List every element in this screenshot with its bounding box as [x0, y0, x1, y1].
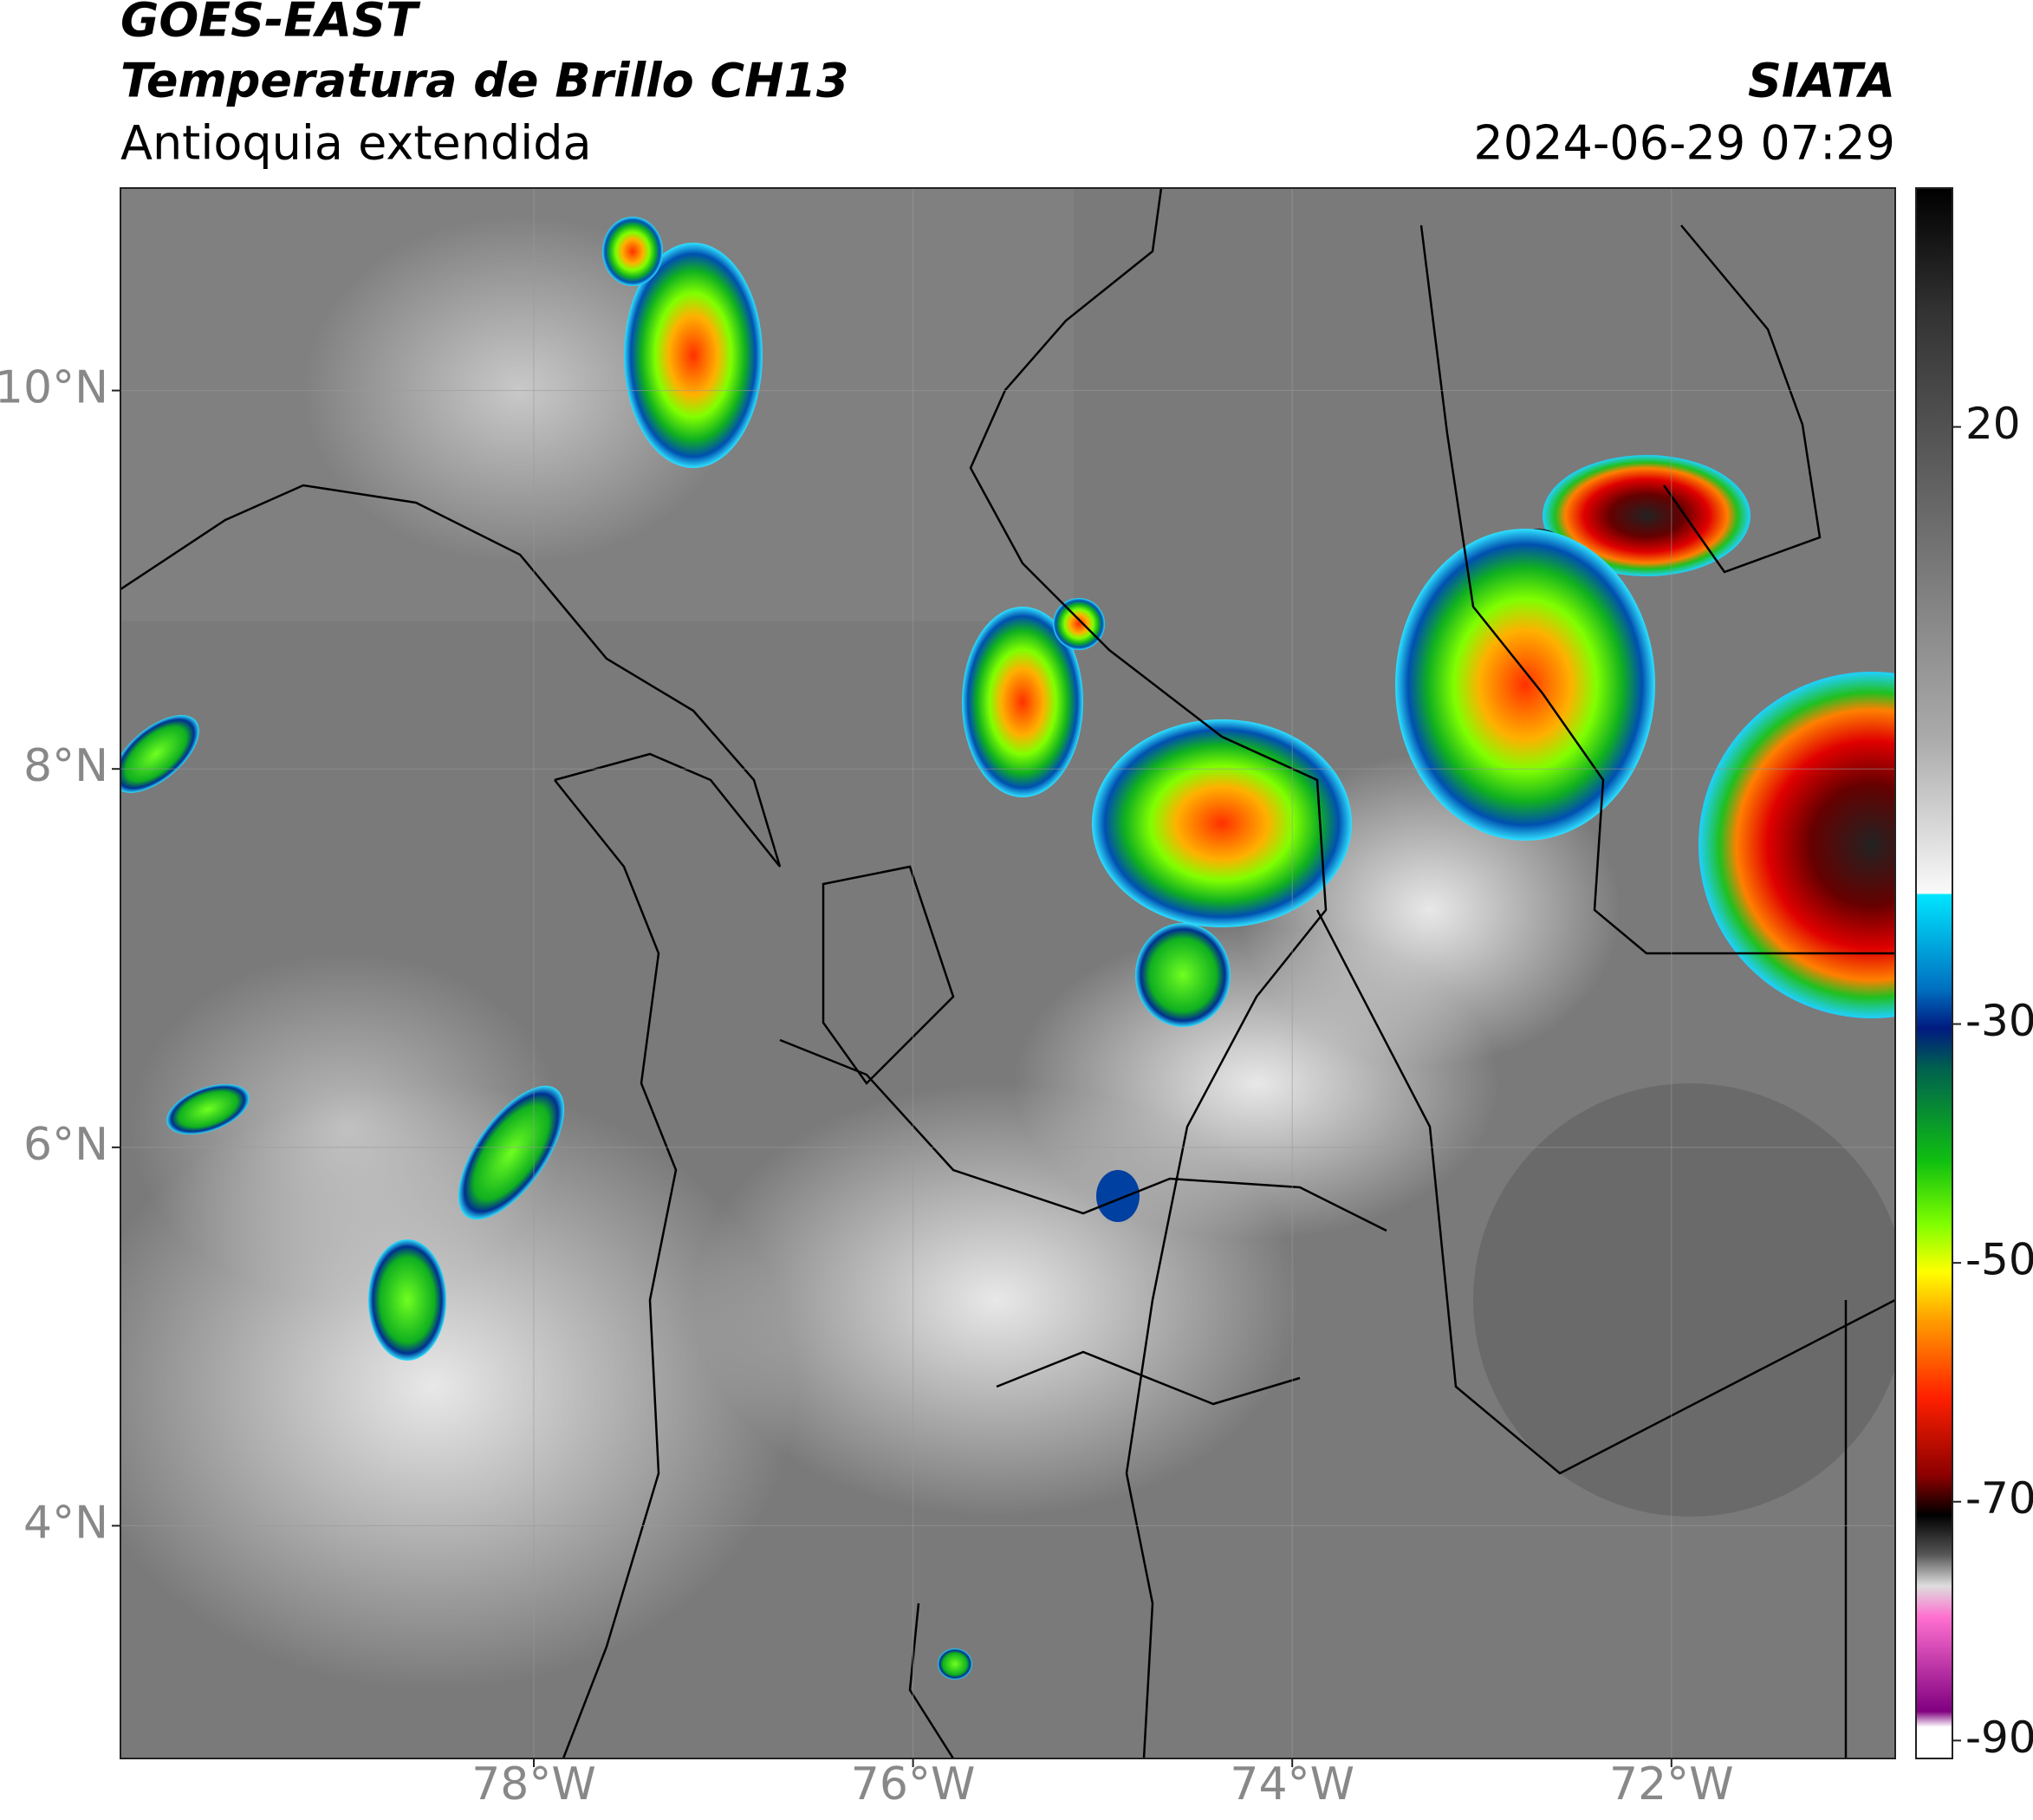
x-tick-label: 72°W — [1609, 1758, 1734, 1810]
map-frame — [120, 187, 1896, 1759]
subtitle: Temperatura de Brillo CH13 — [120, 54, 849, 108]
datetime: 2024-06-29 07:29 — [1473, 116, 1895, 171]
colorbar-tick-label: -90 — [1965, 1713, 2033, 1763]
x-tick-label: 76°W — [851, 1758, 976, 1810]
colorbar-tick-label: -30 — [1965, 996, 2033, 1046]
graticule — [120, 188, 1895, 1758]
region: Antioquia extendida — [120, 116, 592, 171]
colorbar-tick-label: 20 — [1965, 399, 2021, 449]
x-tick-label: 78°W — [471, 1758, 596, 1810]
satellite-image — [120, 188, 1895, 1758]
source: SIATA — [1748, 54, 1895, 108]
y-tick-label: 8°N — [23, 740, 108, 792]
title: GOES-EAST — [120, 0, 421, 48]
y-tick-label: 10°N — [0, 362, 108, 414]
colorbar-tick-label: -50 — [1965, 1235, 2033, 1285]
x-tick-label: 74°W — [1230, 1758, 1354, 1810]
colorbar-tick-label: -70 — [1965, 1473, 2033, 1524]
y-tick-label: 6°N — [23, 1119, 108, 1171]
y-tick-label: 4°N — [23, 1497, 108, 1549]
colorbar — [1915, 187, 1953, 1759]
